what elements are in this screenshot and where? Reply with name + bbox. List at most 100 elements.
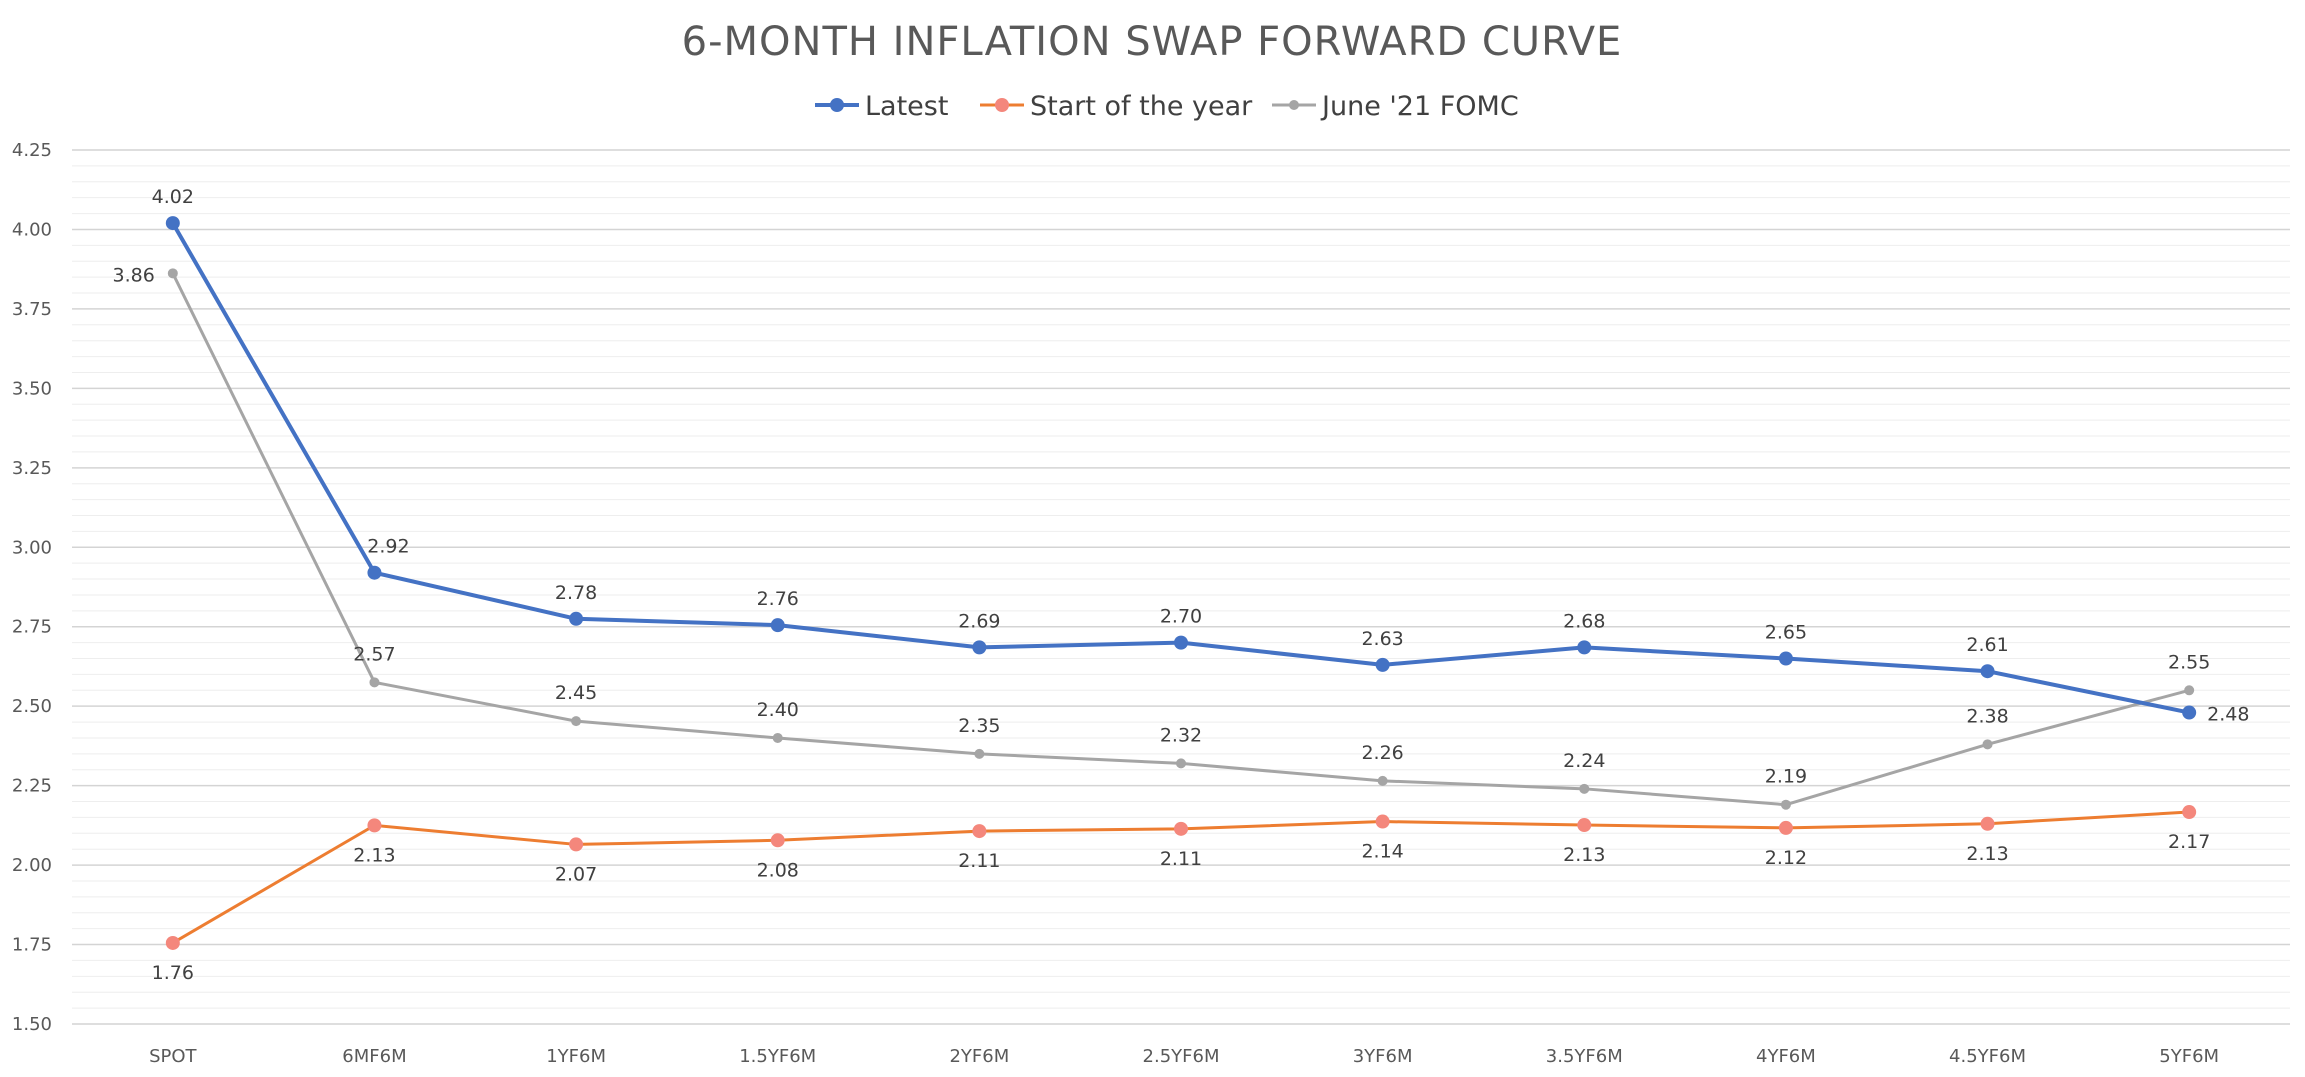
y-tick-label: 3.00 (12, 537, 52, 558)
series-layer: 3.86 2.57 2.45 2.40 2.35 2.32 2.26 2.24 2.19 2.38… (113, 186, 2250, 984)
data-label-latest: 2.61 (1966, 634, 2008, 656)
data-point-latest (770, 618, 785, 633)
minor-gridlines (72, 165, 2290, 1009)
data-label-june-21-fomc: 2.38 (1966, 705, 2008, 727)
data-label-start-of-year: 2.13 (353, 844, 395, 866)
data-point-start-of-year (770, 833, 785, 848)
data-point-start-of-year (1375, 814, 1390, 829)
data-label-june-21-fomc: 2.32 (1160, 724, 1202, 746)
legend-item-latest: Latest (815, 91, 948, 122)
data-label-latest: 2.92 (367, 536, 409, 558)
legend-item-start-of-year: Start of the year (980, 91, 1253, 122)
legend-marker-start-of-year (995, 98, 1009, 112)
data-point-latest (165, 216, 180, 231)
data-label-start-of-year: 2.11 (1160, 848, 1202, 870)
data-point-june-21-fomc (974, 748, 985, 759)
data-label-latest: 2.63 (1361, 628, 1403, 650)
y-tick-label: 1.75 (12, 935, 52, 956)
data-point-start-of-year (1980, 816, 1995, 831)
x-tick-label: 1.5YF6M (739, 1046, 816, 1067)
legend-label-june-21-fomc: June '21 FOMC (1320, 91, 1519, 122)
series-start-of-year: 1.76 2.13 2.07 2.08 2.11 2.11 2.14 2.13 2.12 2.13… (152, 805, 2210, 984)
data-point-start-of-year (972, 824, 987, 839)
data-label-june-21-fomc: 2.55 (2168, 651, 2210, 673)
data-point-june-21-fomc (571, 716, 582, 727)
data-label-latest: 2.65 (1765, 622, 1807, 644)
y-tick-label: 4.25 (12, 140, 52, 161)
y-tick-label: 4.00 (12, 219, 52, 240)
data-label-june-21-fomc: 2.19 (1765, 766, 1807, 788)
x-tick-label: SPOT (149, 1046, 197, 1067)
y-tick-label: 2.75 (12, 617, 52, 638)
data-label-start-of-year: 2.14 (1361, 841, 1403, 863)
data-label-start-of-year: 2.17 (2168, 831, 2210, 853)
x-tick-label: 2YF6M (949, 1046, 1009, 1067)
data-label-start-of-year: 2.12 (1765, 847, 1807, 869)
data-point-latest (1174, 635, 1188, 650)
data-label-june-21-fomc: 2.24 (1563, 750, 1605, 772)
data-point-start-of-year (367, 818, 382, 833)
data-label-latest: 4.02 (152, 186, 194, 208)
data-point-june-21-fomc (1176, 758, 1186, 769)
data-label-start-of-year: 2.07 (555, 863, 597, 885)
x-tick-label: 5YF6M (2159, 1046, 2219, 1067)
data-point-latest (1577, 640, 1592, 655)
y-tick-label: 1.50 (12, 1014, 52, 1035)
x-tick-label: 4YF6M (1756, 1046, 1816, 1067)
legend-marker-latest (830, 98, 844, 112)
y-tick-label: 3.75 (12, 299, 52, 320)
data-point-june-21-fomc (369, 677, 380, 688)
x-tick-label: 3YF6M (1353, 1046, 1413, 1067)
data-point-june-21-fomc (772, 732, 783, 743)
major-gridlines (72, 149, 2290, 1025)
legend-marker-june-21-fomc (1289, 100, 1299, 110)
y-axis: 1.50 1.75 2.00 2.25 2.50 2.75 3.00 3.25 3.50 3.75… (12, 140, 52, 1035)
data-label-latest: 2.76 (757, 588, 799, 610)
x-tick-label: 1YF6M (546, 1046, 606, 1067)
x-tick-label: 2.5YF6M (1143, 1046, 1220, 1067)
data-label-june-21-fomc: 2.40 (757, 699, 799, 721)
data-label-june-21-fomc: 2.35 (958, 715, 1000, 737)
data-label-start-of-year: 1.76 (152, 962, 194, 984)
data-point-start-of-year (569, 837, 584, 852)
x-axis: SPOT 6MF6M 1YF6M 1.5YF6M 2YF6M 2.5YF6M 3YF6M 3.… (149, 1046, 2219, 1067)
data-point-june-21-fomc (1579, 783, 1590, 794)
data-label-start-of-year: 2.08 (757, 859, 799, 881)
data-label-latest: 2.68 (1563, 610, 1605, 632)
data-label-latest: 2.78 (555, 582, 597, 604)
legend-label-latest: Latest (865, 91, 948, 122)
series-latest: 4.02 2.92 2.78 2.76 2.69 2.70 2.63 2.68 2.65 2.61… (152, 186, 2250, 725)
data-label-latest: 2.48 (2207, 704, 2249, 726)
data-point-latest (1980, 664, 1995, 679)
data-point-june-21-fomc (1982, 739, 1993, 750)
series-june-21-fomc: 3.86 2.57 2.45 2.40 2.35 2.32 2.26 2.24 2.19 2.38… (113, 264, 2210, 810)
legend: Latest Start of the year June '21 FOMC (815, 91, 1519, 122)
data-label-latest: 2.69 (958, 610, 1000, 632)
legend-item-june-21-fomc: June '21 FOMC (1272, 91, 1519, 122)
data-label-start-of-year: 2.13 (1966, 843, 2008, 865)
data-label-june-21-fomc: 2.45 (555, 682, 597, 704)
data-label-june-21-fomc: 3.86 (113, 264, 155, 286)
data-label-start-of-year: 2.11 (958, 850, 1000, 872)
x-tick-label: 6MF6M (342, 1046, 406, 1067)
y-tick-label: 2.00 (12, 855, 52, 876)
y-tick-label: 2.25 (12, 776, 52, 797)
data-point-latest (1375, 657, 1390, 672)
y-tick-label: 2.50 (12, 696, 52, 717)
data-point-start-of-year (1577, 818, 1592, 833)
x-tick-label: 3.5YF6M (1546, 1046, 1623, 1067)
data-point-latest (972, 640, 987, 655)
data-point-latest (2182, 705, 2197, 720)
y-tick-label: 3.50 (12, 378, 52, 399)
data-point-latest (1778, 651, 1793, 666)
chart-title: 6-MONTH INFLATION SWAP FORWARD CURVE (682, 19, 1623, 65)
data-point-june-21-fomc (2184, 685, 2195, 696)
data-point-start-of-year (165, 935, 180, 950)
data-point-june-21-fomc (1377, 775, 1388, 786)
data-label-latest: 2.70 (1160, 606, 1202, 628)
data-point-latest (367, 565, 382, 580)
data-label-june-21-fomc: 2.57 (353, 643, 395, 665)
data-point-start-of-year (1174, 821, 1188, 836)
data-label-june-21-fomc: 2.26 (1361, 742, 1403, 764)
